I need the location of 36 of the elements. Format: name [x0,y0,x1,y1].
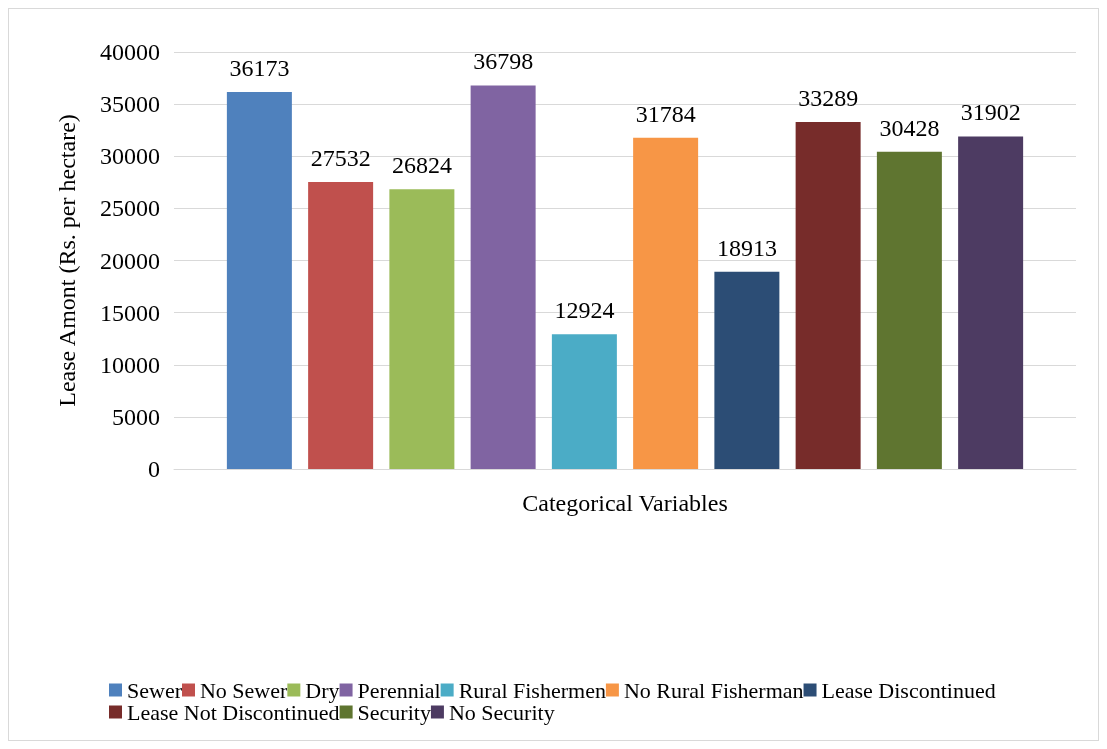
bar [958,136,1024,469]
bar [714,271,780,469]
y-tick-label: 40000 [100,39,160,65]
y-axis-title: Lease Amont (Rs. per hectare) [54,114,80,407]
bar [633,137,699,469]
y-tick-label: 30000 [100,143,160,170]
data-label: 33289 [798,84,859,111]
legend-label: Sewer [127,677,183,703]
bar [795,121,861,469]
data-label: 31902 [960,99,1021,126]
bar [389,189,455,469]
data-label: 31784 [635,100,696,127]
data-label: 18913 [716,234,777,261]
data-label: 27532 [310,144,371,171]
y-tick-label: 25000 [100,195,160,222]
data-label: 30428 [879,114,940,141]
bar [876,151,942,469]
legend-label: Lease Discontinued [821,677,996,703]
y-tick-label: 10000 [100,351,160,378]
y-tick-label: 0 [148,456,160,482]
bar [551,334,617,469]
bar [470,85,536,469]
x-axis-title: Categorical Variables [522,490,728,516]
bar [308,181,374,469]
y-tick-label: 35000 [100,91,160,118]
legend-label: Dry [305,677,340,703]
data-label: 36173 [229,54,290,81]
data-label: 36798 [473,48,534,75]
bar [226,91,292,469]
data-label: 26824 [391,152,452,179]
legend-label: No Rural Fisherman [623,677,804,703]
y-tick-label: 20000 [100,247,160,274]
data-label: 12924 [554,297,615,324]
y-tick-label: 5000 [112,403,160,430]
y-tick-label: 15000 [100,299,160,326]
legend-label: No Sewer [199,677,289,703]
